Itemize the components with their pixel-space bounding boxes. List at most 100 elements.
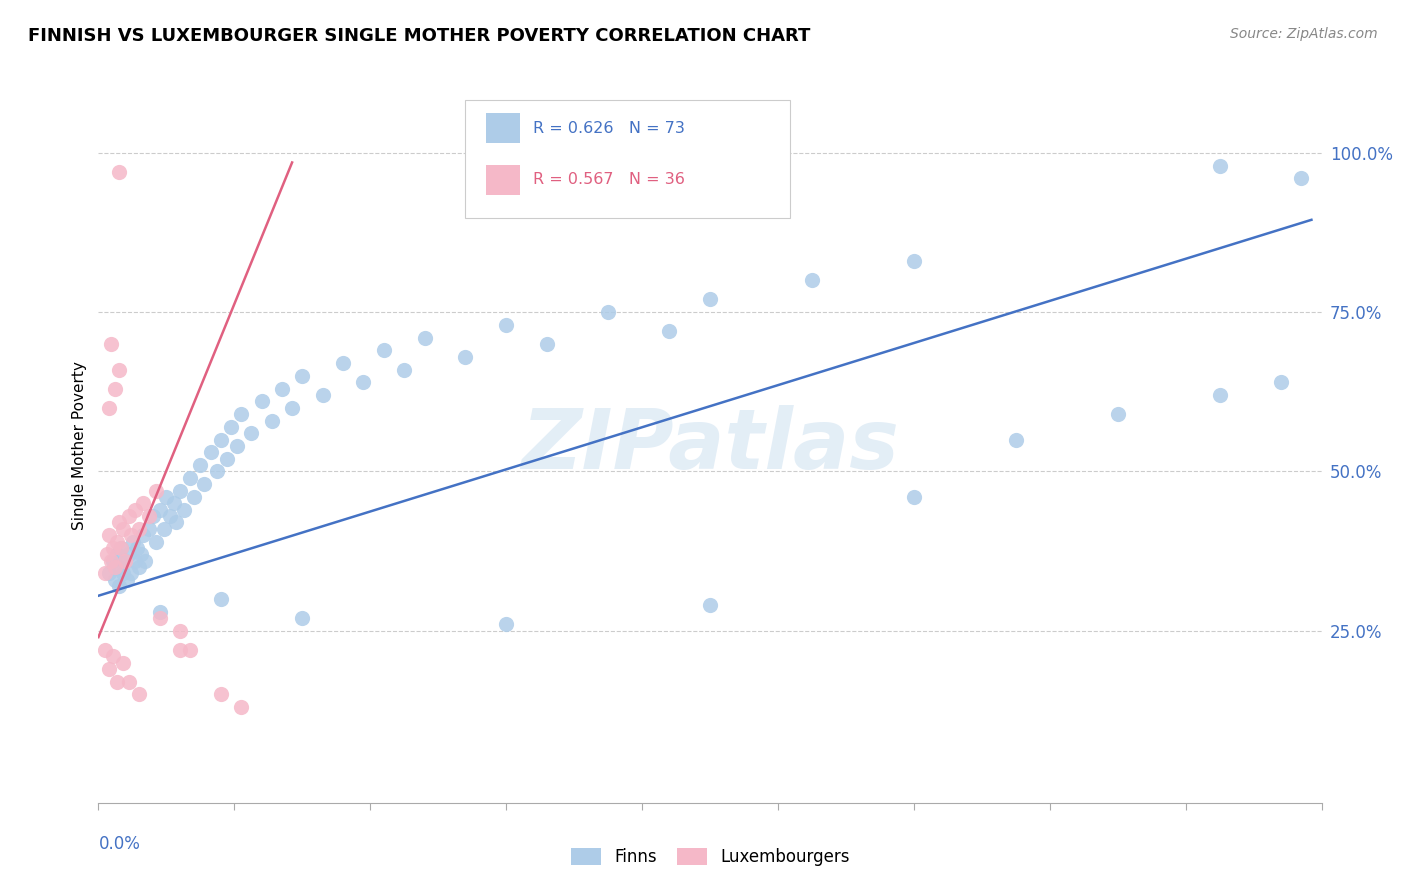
Point <box>188 458 212 472</box>
Point <box>120 528 142 542</box>
Point <box>111 566 134 581</box>
Point <box>120 566 142 581</box>
Point <box>108 560 131 574</box>
Point <box>1270 376 1292 390</box>
FancyBboxPatch shape <box>465 100 790 218</box>
Point <box>155 490 177 504</box>
Point <box>108 165 131 179</box>
Point <box>200 445 222 459</box>
Point <box>142 509 165 524</box>
Point <box>169 643 191 657</box>
Point <box>179 471 201 485</box>
Point <box>179 643 201 657</box>
Point <box>219 420 242 434</box>
Point <box>108 516 131 530</box>
Point <box>903 490 925 504</box>
Point <box>132 528 155 542</box>
Point <box>101 541 124 555</box>
Point <box>169 483 191 498</box>
Point <box>108 579 131 593</box>
Point <box>1209 388 1232 402</box>
Point <box>110 541 132 555</box>
Point <box>270 382 294 396</box>
Point <box>183 490 205 504</box>
Point <box>97 566 120 581</box>
Point <box>658 324 681 338</box>
Point <box>104 382 127 396</box>
Point <box>149 611 172 625</box>
Y-axis label: Single Mother Poverty: Single Mother Poverty <box>72 361 87 531</box>
Point <box>495 617 517 632</box>
Point <box>118 547 141 561</box>
FancyBboxPatch shape <box>486 165 520 194</box>
Point <box>110 541 132 555</box>
Point <box>114 554 136 568</box>
Point <box>145 534 167 549</box>
Point <box>100 554 122 568</box>
Point <box>193 477 215 491</box>
Point <box>101 554 124 568</box>
Point <box>97 401 120 415</box>
Point <box>413 331 436 345</box>
Point <box>122 534 145 549</box>
Point <box>903 254 925 268</box>
Point <box>536 337 558 351</box>
Text: Source: ZipAtlas.com: Source: ZipAtlas.com <box>1230 27 1378 41</box>
Point <box>281 401 304 415</box>
FancyBboxPatch shape <box>486 113 520 144</box>
Point <box>312 388 335 402</box>
Point <box>352 376 374 390</box>
Point <box>209 591 232 606</box>
Point <box>209 433 232 447</box>
Text: ZIPatlas: ZIPatlas <box>522 406 898 486</box>
Point <box>132 496 155 510</box>
Point <box>291 611 314 625</box>
Point <box>332 356 354 370</box>
Point <box>205 465 228 479</box>
Text: R = 0.626   N = 73: R = 0.626 N = 73 <box>533 121 685 136</box>
Point <box>1004 433 1026 447</box>
Point <box>215 451 238 466</box>
Point <box>104 573 127 587</box>
Point <box>127 541 149 555</box>
Point <box>134 554 156 568</box>
Point <box>111 522 134 536</box>
Point <box>801 273 824 287</box>
Point <box>93 643 115 657</box>
Point <box>699 599 721 613</box>
Point <box>152 522 174 536</box>
Point <box>101 649 124 664</box>
Point <box>250 394 273 409</box>
Point <box>114 554 136 568</box>
Point <box>118 509 141 524</box>
Point <box>392 362 416 376</box>
Point <box>240 426 263 441</box>
Point <box>598 305 620 319</box>
Point <box>104 560 127 574</box>
Point <box>128 522 150 536</box>
Point <box>105 674 128 689</box>
Point <box>118 674 141 689</box>
Point <box>105 534 128 549</box>
Point <box>209 688 232 702</box>
Point <box>169 624 191 638</box>
Point <box>145 483 167 498</box>
Point <box>138 522 160 536</box>
Point <box>93 566 115 581</box>
Point <box>454 350 477 364</box>
Point <box>124 554 146 568</box>
Point <box>100 337 122 351</box>
Text: R = 0.567   N = 36: R = 0.567 N = 36 <box>533 172 685 187</box>
Point <box>149 605 172 619</box>
Point <box>165 516 187 530</box>
Point <box>226 439 249 453</box>
Point <box>138 509 160 524</box>
Point <box>495 318 517 332</box>
Point <box>129 547 152 561</box>
Point <box>115 573 138 587</box>
Point <box>173 502 195 516</box>
Point <box>291 368 314 383</box>
Point <box>149 502 172 516</box>
Point <box>97 662 120 676</box>
Point <box>373 343 395 358</box>
